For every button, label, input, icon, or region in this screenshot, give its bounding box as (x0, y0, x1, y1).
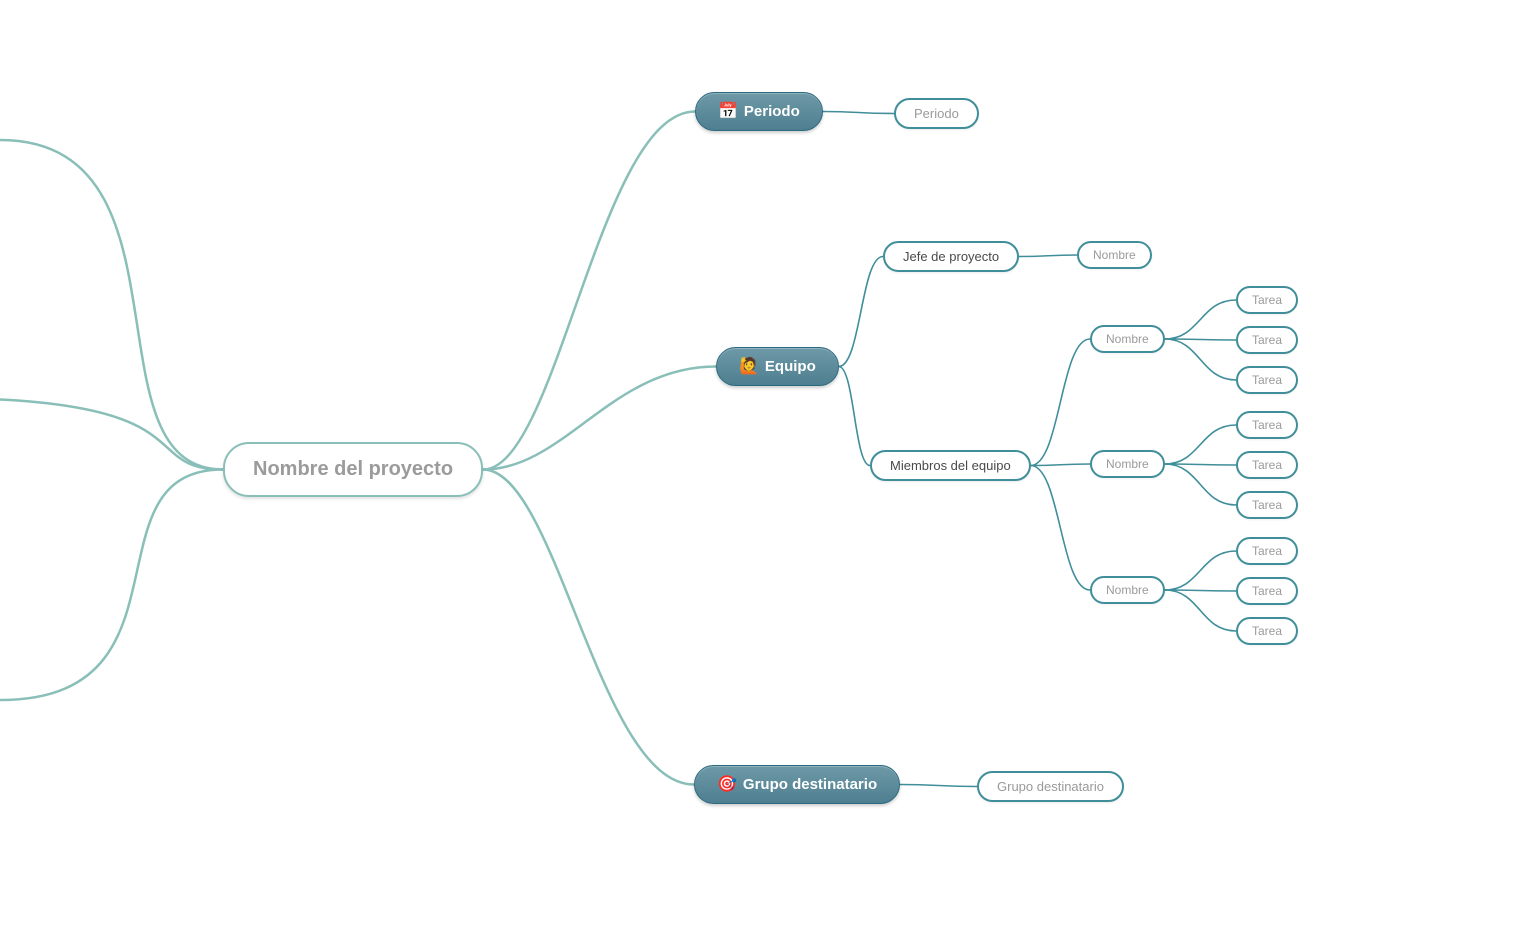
leaf-grupo-destinatario[interactable]: Grupo destinatario (977, 771, 1124, 802)
branch-periodo[interactable]: 📅 Periodo (695, 92, 823, 131)
branch-grupo-label: Grupo destinatario (743, 776, 877, 793)
leaf-tarea-m3-3-label: Tarea (1252, 624, 1282, 638)
leaf-periodo-label: Periodo (914, 106, 959, 121)
leaf-tarea-m2-2[interactable]: Tarea (1236, 451, 1298, 479)
sub-jefe-de-proyecto[interactable]: Jefe de proyecto (883, 241, 1019, 272)
sub-miembros-label: Miembros del equipo (890, 458, 1011, 473)
leaf-jefe-nombre[interactable]: Nombre (1077, 241, 1152, 269)
leaf-miembro-1[interactable]: Nombre (1090, 325, 1165, 353)
leaf-tarea-m2-2-label: Tarea (1252, 458, 1282, 472)
leaf-tarea-m1-2-label: Tarea (1252, 333, 1282, 347)
root-node[interactable]: Nombre del proyecto (223, 442, 483, 497)
leaf-tarea-m3-3[interactable]: Tarea (1236, 617, 1298, 645)
leaf-miembro-3[interactable]: Nombre (1090, 576, 1165, 604)
leaf-tarea-m1-3[interactable]: Tarea (1236, 366, 1298, 394)
leaf-tarea-m2-1[interactable]: Tarea (1236, 411, 1298, 439)
leaf-grupo-label: Grupo destinatario (997, 779, 1104, 794)
leaf-jefe-nombre-label: Nombre (1093, 248, 1136, 262)
target-icon: 🎯 (717, 777, 737, 793)
leaf-tarea-m2-1-label: Tarea (1252, 418, 1282, 432)
leaf-tarea-m3-1-label: Tarea (1252, 544, 1282, 558)
leaf-tarea-m3-2[interactable]: Tarea (1236, 577, 1298, 605)
branch-periodo-label: Periodo (744, 103, 800, 120)
leaf-tarea-m3-2-label: Tarea (1252, 584, 1282, 598)
person-raising-hand-icon: 🙋 (739, 359, 759, 375)
leaf-tarea-m3-1[interactable]: Tarea (1236, 537, 1298, 565)
leaf-tarea-m2-3[interactable]: Tarea (1236, 491, 1298, 519)
root-label: Nombre del proyecto (253, 458, 453, 481)
leaf-tarea-m1-3-label: Tarea (1252, 373, 1282, 387)
branch-grupo-destinatario[interactable]: 🎯 Grupo destinatario (694, 765, 900, 804)
sub-jefe-label: Jefe de proyecto (903, 249, 999, 264)
leaf-miembro-2[interactable]: Nombre (1090, 450, 1165, 478)
calendar-icon: 📅 (718, 104, 738, 120)
leaf-tarea-m1-1-label: Tarea (1252, 293, 1282, 307)
sub-miembros-del-equipo[interactable]: Miembros del equipo (870, 450, 1031, 481)
branch-equipo-label: Equipo (765, 358, 816, 375)
leaf-tarea-m2-3-label: Tarea (1252, 498, 1282, 512)
leaf-miembro-1-label: Nombre (1106, 332, 1149, 346)
leaf-miembro-3-label: Nombre (1106, 583, 1149, 597)
leaf-miembro-2-label: Nombre (1106, 457, 1149, 471)
leaf-tarea-m1-2[interactable]: Tarea (1236, 326, 1298, 354)
branch-equipo[interactable]: 🙋 Equipo (716, 347, 839, 386)
leaf-periodo[interactable]: Periodo (894, 98, 979, 129)
leaf-tarea-m1-1[interactable]: Tarea (1236, 286, 1298, 314)
